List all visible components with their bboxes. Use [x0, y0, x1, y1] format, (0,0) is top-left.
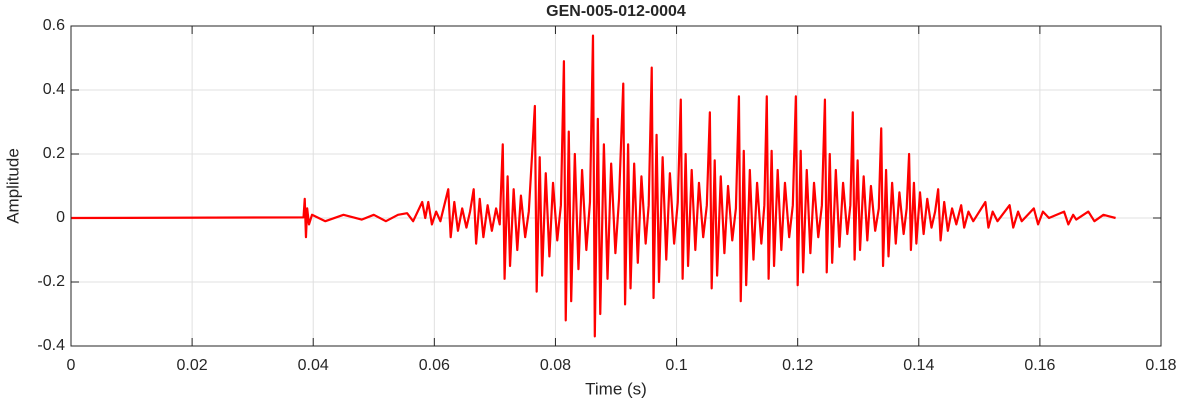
y-tick-label: -0.2 — [37, 273, 65, 290]
x-tick-label: 0.14 — [903, 357, 934, 374]
x-tick-label: 0.12 — [782, 357, 813, 374]
y-tick-label: 0.2 — [43, 145, 65, 162]
x-tick-label: 0.1 — [665, 357, 687, 374]
y-tick-label: 0.6 — [43, 17, 65, 34]
y-tick-label: 0 — [56, 209, 65, 226]
x-tick-label: 0.04 — [298, 357, 329, 374]
x-tick-label: 0.06 — [419, 357, 450, 374]
axes-box — [70, 25, 1162, 347]
x-tick-label: 0.08 — [540, 357, 571, 374]
y-tick-label: -0.4 — [37, 337, 65, 354]
x-tick-label: 0 — [67, 357, 76, 374]
waveform-line — [70, 34, 1116, 338]
x-axis-label: Time (s) — [585, 379, 647, 398]
y-axis-label: Amplitude — [3, 148, 22, 224]
chart-title: GEN-005-012-0004 — [546, 3, 686, 20]
x-tick-label: 0.18 — [1145, 357, 1176, 374]
y-tick-label: 0.4 — [43, 81, 65, 98]
x-tick-label: 0.02 — [177, 357, 208, 374]
x-tick-label: 0.16 — [1024, 357, 1055, 374]
